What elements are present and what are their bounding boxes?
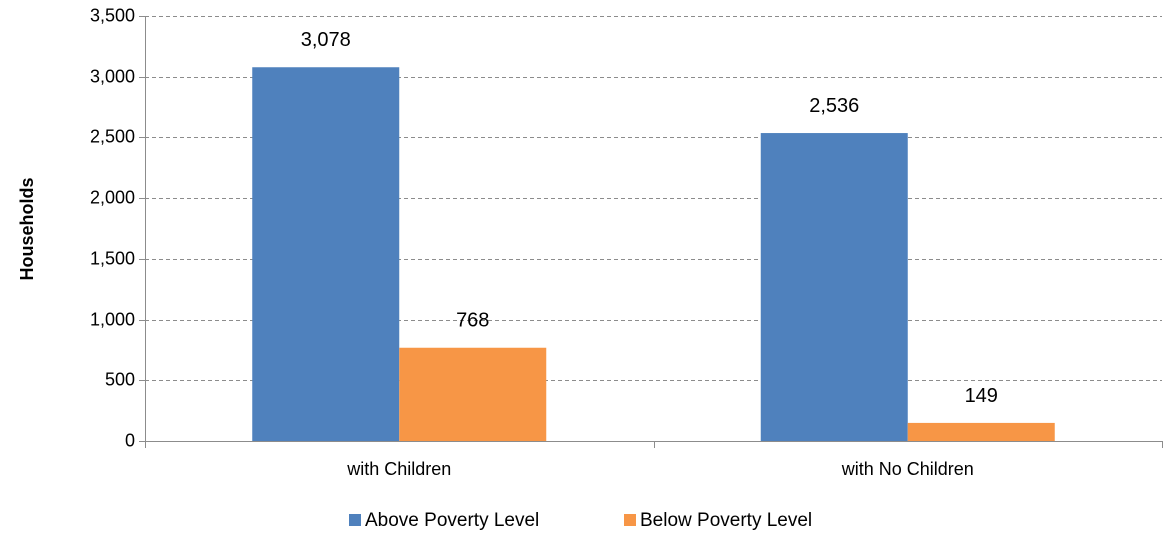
legend: Above Poverty Level Below Poverty Level bbox=[349, 510, 812, 531]
bar-below-poverty-1 bbox=[399, 347, 547, 441]
y-tick-label: 1,000 bbox=[90, 309, 135, 329]
y-tick-label: 500 bbox=[105, 369, 135, 389]
bar-above-poverty-1 bbox=[252, 67, 400, 441]
y-tick-label: 1,500 bbox=[90, 248, 135, 268]
y-tick-label: 3,000 bbox=[90, 66, 135, 86]
bar-below-poverty-2 bbox=[907, 422, 1055, 441]
y-tick-label: 3,500 bbox=[90, 5, 135, 25]
y-axis-title: Households bbox=[17, 177, 37, 280]
data-labels: 3,078 768 2,536 149 bbox=[301, 29, 998, 407]
legend-swatch bbox=[624, 514, 636, 526]
data-label: 2,536 bbox=[809, 95, 859, 117]
data-label: 149 bbox=[965, 385, 998, 407]
bars bbox=[252, 67, 1055, 442]
x-category-label: with Children bbox=[346, 459, 451, 479]
axes: 0 500 1,000 1,500 2,000 2,500 3,000 3,500 with C… bbox=[90, 5, 1163, 479]
x-category-label: with No Children bbox=[841, 459, 974, 479]
y-tick-label: 2,500 bbox=[90, 126, 135, 146]
data-label: 3,078 bbox=[301, 29, 351, 51]
legend-label: Above Poverty Level bbox=[365, 510, 539, 531]
legend-swatch bbox=[349, 514, 361, 526]
legend-label: Below Poverty Level bbox=[640, 510, 812, 531]
y-tick-label: 2,000 bbox=[90, 187, 135, 207]
y-tick-label: 0 bbox=[125, 430, 135, 450]
data-label: 768 bbox=[456, 310, 489, 332]
bar-above-poverty-2 bbox=[760, 133, 908, 442]
